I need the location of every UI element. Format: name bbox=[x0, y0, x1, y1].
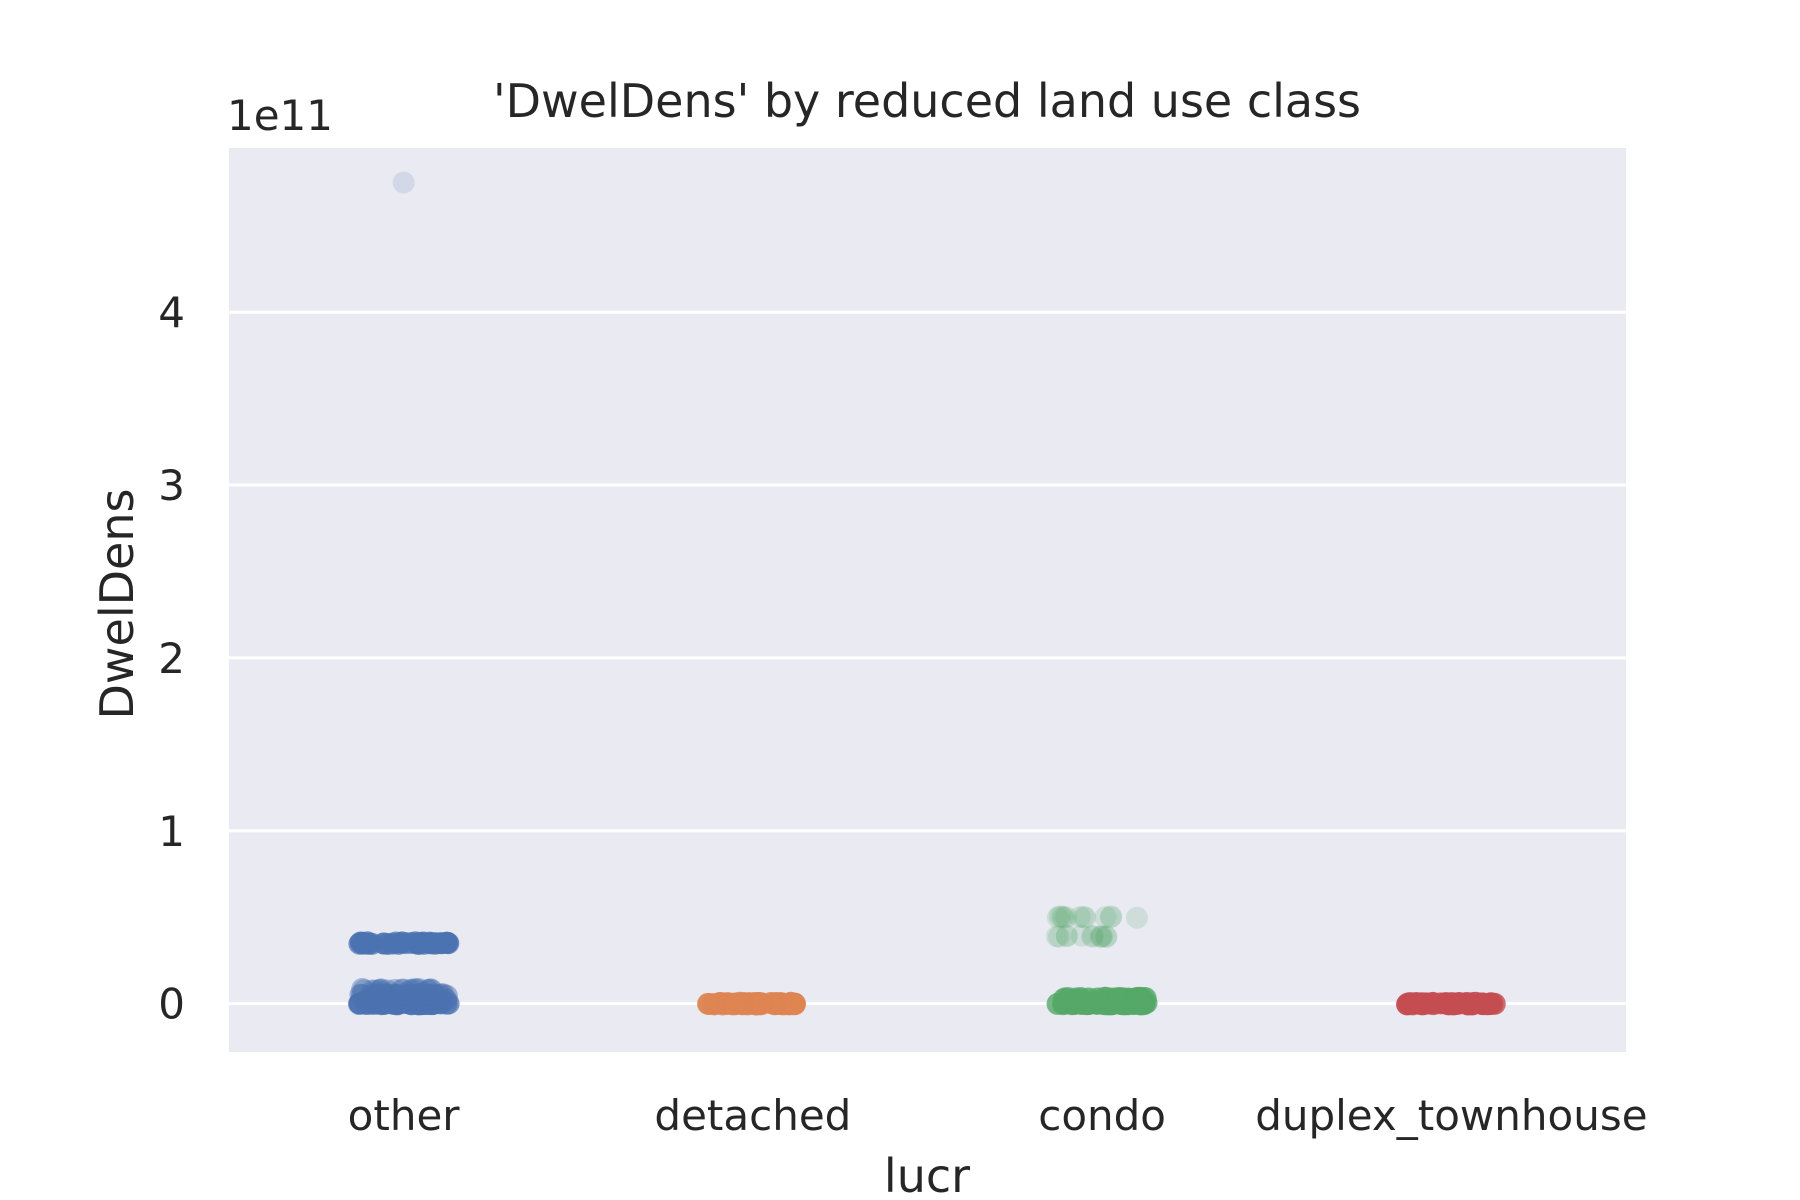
data-point-other bbox=[376, 983, 399, 1006]
data-point-condo bbox=[1048, 925, 1071, 948]
data-point-condo bbox=[1125, 906, 1148, 929]
data-point-condo bbox=[1070, 924, 1093, 947]
data-point-other bbox=[398, 979, 421, 1002]
data-point-condo bbox=[1081, 925, 1104, 948]
data-point-condo bbox=[1100, 905, 1123, 928]
y-tick-label: 3 bbox=[158, 461, 185, 510]
data-point-condo bbox=[1090, 925, 1113, 948]
data-point-other bbox=[391, 931, 414, 954]
data-point-other bbox=[400, 978, 423, 1001]
data-point-other bbox=[372, 932, 395, 955]
data-point-other bbox=[419, 978, 442, 1001]
x-tick-label-condo: condo bbox=[1038, 1091, 1166, 1140]
data-point-condo bbox=[1094, 906, 1117, 929]
data-point-condo bbox=[1089, 925, 1112, 948]
data-point-duplex_townhouse bbox=[1479, 992, 1502, 1015]
data-point-other bbox=[417, 978, 440, 1001]
data-point-other bbox=[390, 978, 413, 1001]
data-point-detached bbox=[744, 993, 767, 1016]
data-point-condo bbox=[1072, 906, 1095, 929]
data-point-condo bbox=[1051, 905, 1074, 928]
data-point-other bbox=[422, 983, 445, 1006]
data-point-other bbox=[403, 978, 426, 1001]
data-point-condo bbox=[1055, 924, 1078, 947]
data-point-condo bbox=[1055, 925, 1078, 948]
data-point-other bbox=[351, 977, 374, 1000]
y-axis-label: DwelDens bbox=[90, 489, 144, 720]
data-point-other bbox=[348, 932, 371, 955]
data-point-other bbox=[405, 978, 428, 1001]
x-tick-label-other: other bbox=[348, 1091, 461, 1140]
data-point-condo bbox=[1091, 924, 1114, 947]
data-point-other bbox=[349, 983, 372, 1006]
data-point-other bbox=[368, 979, 391, 1002]
data-point-other bbox=[376, 979, 399, 1002]
data-point-other bbox=[392, 978, 415, 1001]
data-point-condo bbox=[1099, 906, 1122, 929]
y-tick-label: 1 bbox=[158, 807, 185, 856]
data-points bbox=[348, 171, 1506, 1016]
data-point-other bbox=[394, 983, 417, 1006]
data-point-other bbox=[369, 979, 392, 1002]
data-point-other bbox=[384, 978, 407, 1001]
data-point-duplex_townhouse bbox=[1447, 992, 1470, 1015]
data-point-condo bbox=[1081, 924, 1104, 947]
data-point-condo bbox=[1074, 906, 1097, 929]
chart-title: 'DwelDens' by reduced land use class bbox=[493, 74, 1361, 128]
y-tick-label: 2 bbox=[158, 634, 185, 683]
data-point-condo bbox=[1046, 906, 1069, 929]
data-point-condo bbox=[1066, 988, 1089, 1011]
y-offset-label: 1e11 bbox=[227, 91, 333, 140]
y-tick-labels: 0 1 2 3 4 bbox=[158, 288, 185, 1028]
x-axis-label: lucr bbox=[884, 1149, 970, 1200]
gridlines bbox=[229, 310, 1626, 1006]
plot-background bbox=[229, 148, 1626, 1052]
data-point-duplex_townhouse bbox=[1406, 992, 1429, 1015]
data-point-other bbox=[408, 932, 431, 955]
data-point-condo bbox=[1048, 905, 1071, 928]
data-point-other bbox=[408, 978, 431, 1001]
data-point-other bbox=[392, 171, 415, 194]
data-point-condo bbox=[1126, 988, 1149, 1011]
y-tick-label: 4 bbox=[158, 288, 185, 337]
data-point-condo bbox=[1068, 906, 1091, 929]
x-tick-label-detached: detached bbox=[654, 1091, 851, 1140]
data-point-other bbox=[420, 978, 443, 1001]
data-point-detached bbox=[772, 993, 795, 1016]
data-point-other bbox=[416, 979, 439, 1002]
data-point-other bbox=[370, 978, 393, 1001]
data-point-other bbox=[352, 979, 375, 1002]
data-point-duplex_townhouse bbox=[1422, 993, 1445, 1016]
data-point-condo bbox=[1045, 925, 1068, 948]
data-point-condo bbox=[1052, 906, 1075, 929]
data-point-condo bbox=[1095, 925, 1118, 948]
x-tick-label-duplex_townhouse: duplex_townhouse bbox=[1255, 1091, 1647, 1140]
x-tick-labels: other detached condo duplex_townhouse bbox=[348, 1091, 1648, 1140]
data-point-condo bbox=[1095, 925, 1118, 948]
data-point-other bbox=[364, 979, 387, 1002]
data-point-detached bbox=[697, 992, 720, 1015]
y-tick-label: 0 bbox=[158, 980, 185, 1029]
data-point-condo bbox=[1107, 986, 1130, 1009]
data-point-condo bbox=[1055, 906, 1078, 929]
data-point-other bbox=[361, 979, 384, 1002]
